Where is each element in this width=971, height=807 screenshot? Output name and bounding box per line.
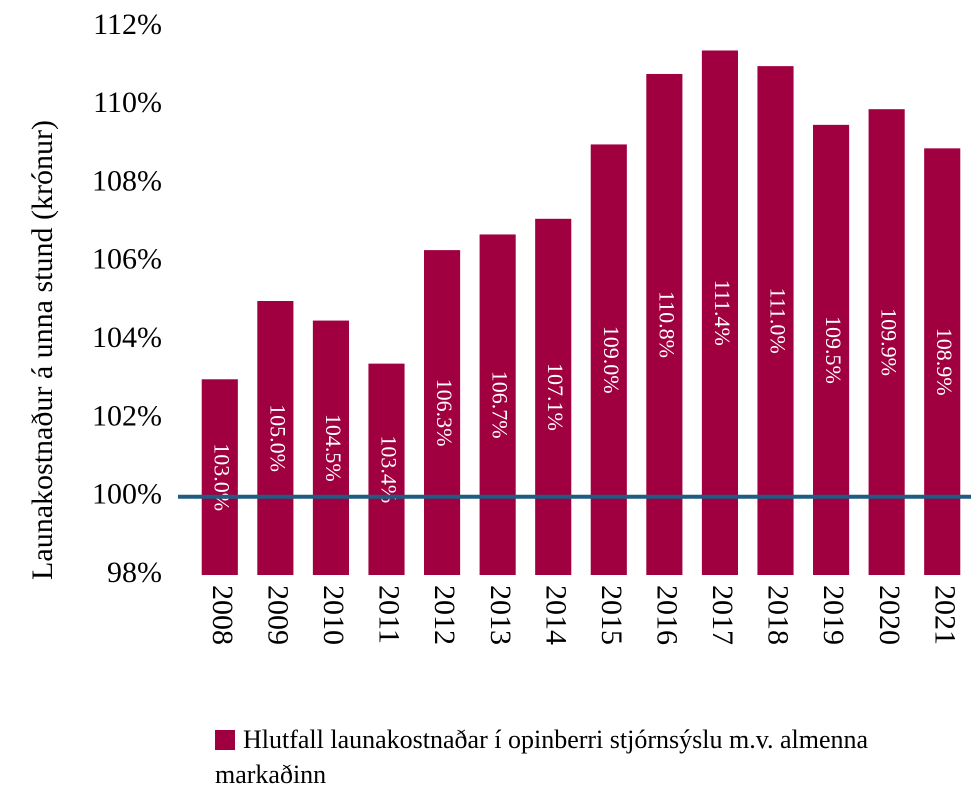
y-tick-label: 104% — [92, 321, 162, 354]
x-tick-label: 2008 — [206, 585, 239, 645]
data-label: 107.1% — [543, 363, 568, 431]
x-tick-label: 2014 — [539, 585, 572, 645]
bar — [590, 144, 627, 575]
bar — [368, 363, 405, 575]
chart: Launakostnaður á unna stund (krónur) 98%… — [26, 8, 971, 645]
data-label: 111.0% — [765, 287, 790, 353]
x-tick-label: 2010 — [317, 585, 350, 645]
bar — [924, 148, 961, 576]
data-label: 111.4% — [710, 280, 735, 346]
data-label: 103.4% — [376, 435, 401, 503]
data-label: 106.7% — [488, 371, 513, 439]
y-tick-label: 98% — [107, 556, 162, 589]
data-label: 109.0% — [599, 326, 624, 394]
bar — [479, 234, 516, 575]
bar — [535, 218, 572, 576]
y-tick-label: 110% — [93, 86, 162, 119]
x-tick-label: 2019 — [817, 585, 850, 645]
data-label: 109.9% — [877, 308, 902, 376]
x-tick-label: 2018 — [762, 585, 795, 645]
data-label: 106.3% — [432, 379, 457, 447]
y-tick-label: 106% — [92, 243, 162, 276]
x-tick-label: 2017 — [706, 585, 739, 645]
x-tick-label: 2009 — [261, 585, 294, 645]
y-axis-label: Launakostnaður á unna stund (krónur) — [26, 120, 59, 580]
data-label: 110.8% — [654, 291, 679, 358]
y-tick-label: 108% — [92, 164, 162, 197]
y-tick-label: 112% — [93, 8, 162, 41]
x-tick-label: 2021 — [928, 585, 961, 645]
bar — [757, 66, 794, 576]
x-tick-label: 2013 — [484, 585, 517, 645]
data-label: 103.0% — [210, 443, 235, 511]
x-tick-label: 2012 — [428, 585, 461, 645]
bar — [813, 124, 850, 575]
data-label: 109.5% — [821, 316, 846, 384]
bar — [701, 50, 738, 575]
data-label: 105.0% — [265, 404, 290, 472]
data-label: 104.5% — [321, 414, 346, 482]
x-tick-label: 2016 — [650, 585, 683, 645]
bar — [646, 73, 683, 575]
y-tick-label: 100% — [92, 478, 162, 511]
x-tick-label: 2015 — [595, 585, 628, 645]
data-label: 108.9% — [932, 328, 957, 396]
y-tick-label: 102% — [92, 399, 162, 432]
x-tick-label: 2011 — [373, 585, 406, 644]
legend-label: Hlutfall launakostnaðar í opinberri stjó… — [215, 725, 869, 789]
bar — [257, 301, 294, 575]
legend: Hlutfall launakostnaðar í opinberri stjó… — [215, 722, 955, 792]
bar — [201, 379, 238, 575]
bar — [312, 320, 349, 575]
legend-swatch — [215, 730, 235, 750]
x-tick-label: 2020 — [873, 585, 906, 645]
bar — [424, 250, 461, 575]
